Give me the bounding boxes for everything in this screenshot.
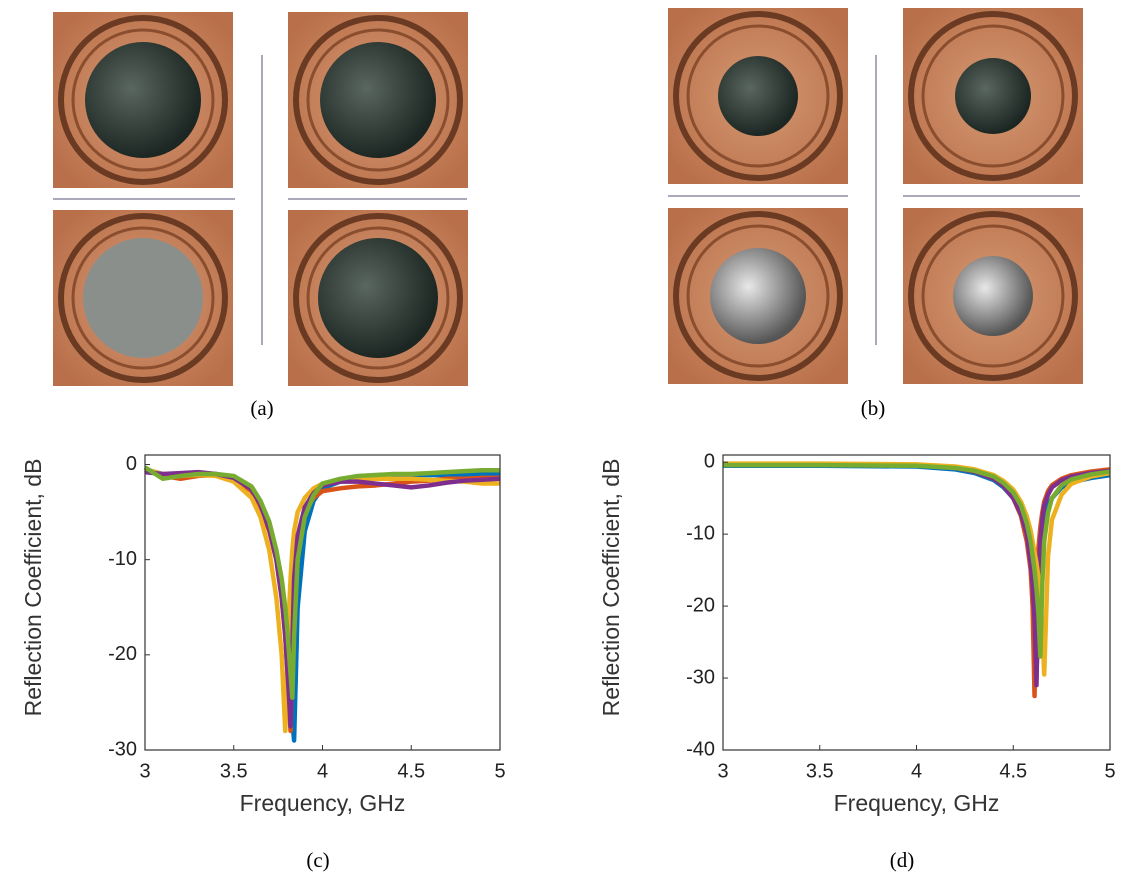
y-tick-label: -20: [686, 594, 715, 616]
data-line: [723, 462, 1111, 659]
y-tick-label: -30: [108, 738, 137, 760]
panel-label: (c): [306, 848, 329, 872]
data-line: [144, 467, 500, 734]
x-tick-label: 3.5: [220, 760, 248, 782]
y-tick-label: -40: [686, 738, 715, 760]
panel-label: (b): [861, 396, 886, 420]
x-tick-label: 5: [494, 760, 505, 782]
x-tick-label: 4: [911, 760, 922, 782]
data-line: [144, 467, 500, 743]
plot-frame: [144, 454, 501, 751]
y-tick-label: 0: [126, 453, 137, 475]
y-tick-label: 0: [704, 450, 715, 472]
x-axis-label: Frequency, GHz: [834, 790, 1000, 816]
x-axis-label: Frequency, GHz: [240, 790, 406, 816]
photos-a: [53, 12, 468, 386]
x-tick-label: 5: [1104, 760, 1115, 782]
y-tick-label: -30: [686, 666, 715, 688]
y-axis-label: Reflection Coefficient, dB: [20, 459, 46, 717]
data-line: [143, 465, 500, 700]
panel-label: (a): [250, 396, 273, 420]
y-axis-label: Reflection Coefficient, dB: [598, 459, 624, 717]
data-line: [144, 469, 501, 729]
photos-b: [668, 8, 1083, 384]
x-tick-label: 4.5: [397, 760, 425, 782]
data-line: [144, 467, 500, 734]
x-tick-label: 3: [139, 760, 150, 782]
panel-label: (d): [890, 848, 915, 872]
y-tick-label: -10: [108, 548, 137, 570]
x-tick-label: 4: [317, 760, 328, 782]
y-tick-label: -20: [108, 643, 137, 665]
x-tick-label: 3.5: [806, 760, 834, 782]
y-tick-label: -10: [686, 522, 715, 544]
x-tick-label: 4.5: [999, 760, 1027, 782]
x-tick-label: 3: [717, 760, 728, 782]
